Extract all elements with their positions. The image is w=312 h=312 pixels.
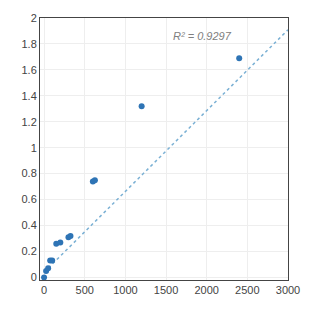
svg-text:0.2: 0.2 [22, 245, 37, 257]
svg-text:3000: 3000 [276, 284, 300, 296]
svg-text:1500: 1500 [154, 284, 178, 296]
svg-text:R² = 0.9297: R² = 0.9297 [173, 30, 232, 42]
svg-text:1.6: 1.6 [22, 64, 37, 76]
svg-text:1000: 1000 [113, 284, 137, 296]
svg-text:2000: 2000 [194, 284, 218, 296]
svg-text:1.4: 1.4 [22, 90, 37, 102]
svg-text:2: 2 [31, 12, 37, 24]
svg-text:500: 500 [76, 284, 94, 296]
svg-text:2500: 2500 [235, 284, 259, 296]
svg-text:1.8: 1.8 [22, 38, 37, 50]
svg-text:0.6: 0.6 [22, 193, 37, 205]
svg-text:0: 0 [41, 284, 47, 296]
svg-text:0.8: 0.8 [22, 167, 37, 179]
svg-text:1.2: 1.2 [22, 116, 37, 128]
svg-text:0.4: 0.4 [22, 219, 37, 231]
svg-text:1: 1 [31, 142, 37, 154]
svg-text:0: 0 [31, 271, 37, 283]
